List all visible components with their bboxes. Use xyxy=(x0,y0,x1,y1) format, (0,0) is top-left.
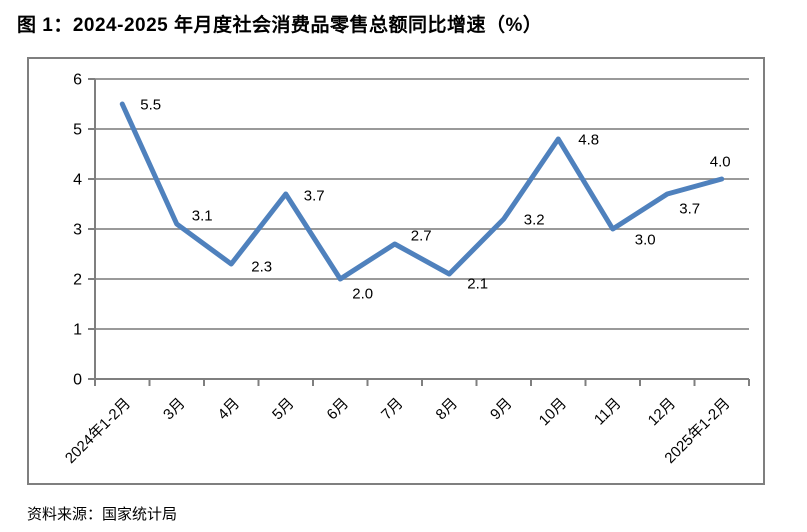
y-tick-label: 6 xyxy=(73,72,82,89)
data-point-label: 3.2 xyxy=(524,212,545,229)
series-line xyxy=(119,101,725,282)
x-tick-label: 4月 xyxy=(215,395,244,424)
x-tick-label: 2024年1-2月 xyxy=(62,395,134,467)
y-tick-label: 4 xyxy=(73,172,82,189)
x-tick-label: 8月 xyxy=(433,395,462,424)
data-point-label: 3.7 xyxy=(679,201,700,218)
line-chart: 0 1 2 3 4 5 6 2024年1-2月 3月 4月 5月 6月 7月 8月 9月 10月 11月 12月 2… xyxy=(62,72,750,467)
data-point-label: 5.5 xyxy=(140,97,161,114)
y-tick-label: 1 xyxy=(73,322,82,339)
data-point-label: 4.0 xyxy=(710,154,731,171)
figure-title: 图 1：2024-2025 年月度社会消费品零售总额同比增速（%） xyxy=(17,15,543,36)
data-point-label: 3.0 xyxy=(635,232,656,249)
y-tick-label: 5 xyxy=(73,122,82,139)
data-point-label: 4.8 xyxy=(578,132,599,149)
y-tick-label: 2 xyxy=(73,272,82,289)
x-tick-label: 6月 xyxy=(324,395,353,424)
source-note: 资料来源：国家统计局 xyxy=(27,506,178,523)
data-point-label: 3.1 xyxy=(192,208,213,225)
x-tick-label: 11月 xyxy=(591,395,625,429)
chart-frame: 0 1 2 3 4 5 6 2024年1-2月 3月 4月 5月 6月 7月 8月 9月 10月 11月 12月 2… xyxy=(27,57,765,485)
data-point-label: 2.1 xyxy=(467,276,488,293)
x-tick-label: 9月 xyxy=(487,395,516,424)
x-tick-label: 7月 xyxy=(378,395,407,424)
y-tick-label: 0 xyxy=(73,372,82,389)
data-point-label: 3.7 xyxy=(304,188,325,205)
data-point-label: 2.3 xyxy=(251,259,272,276)
y-tick-label: 3 xyxy=(73,222,82,239)
x-tick-label: 12月 xyxy=(645,395,679,429)
data-point-label: 2.7 xyxy=(411,228,432,245)
data-point-label: 2.0 xyxy=(352,286,373,303)
x-tick-label: 5月 xyxy=(269,395,298,424)
x-tick-label: 10月 xyxy=(536,395,570,429)
x-tick-label: 3月 xyxy=(160,395,189,424)
